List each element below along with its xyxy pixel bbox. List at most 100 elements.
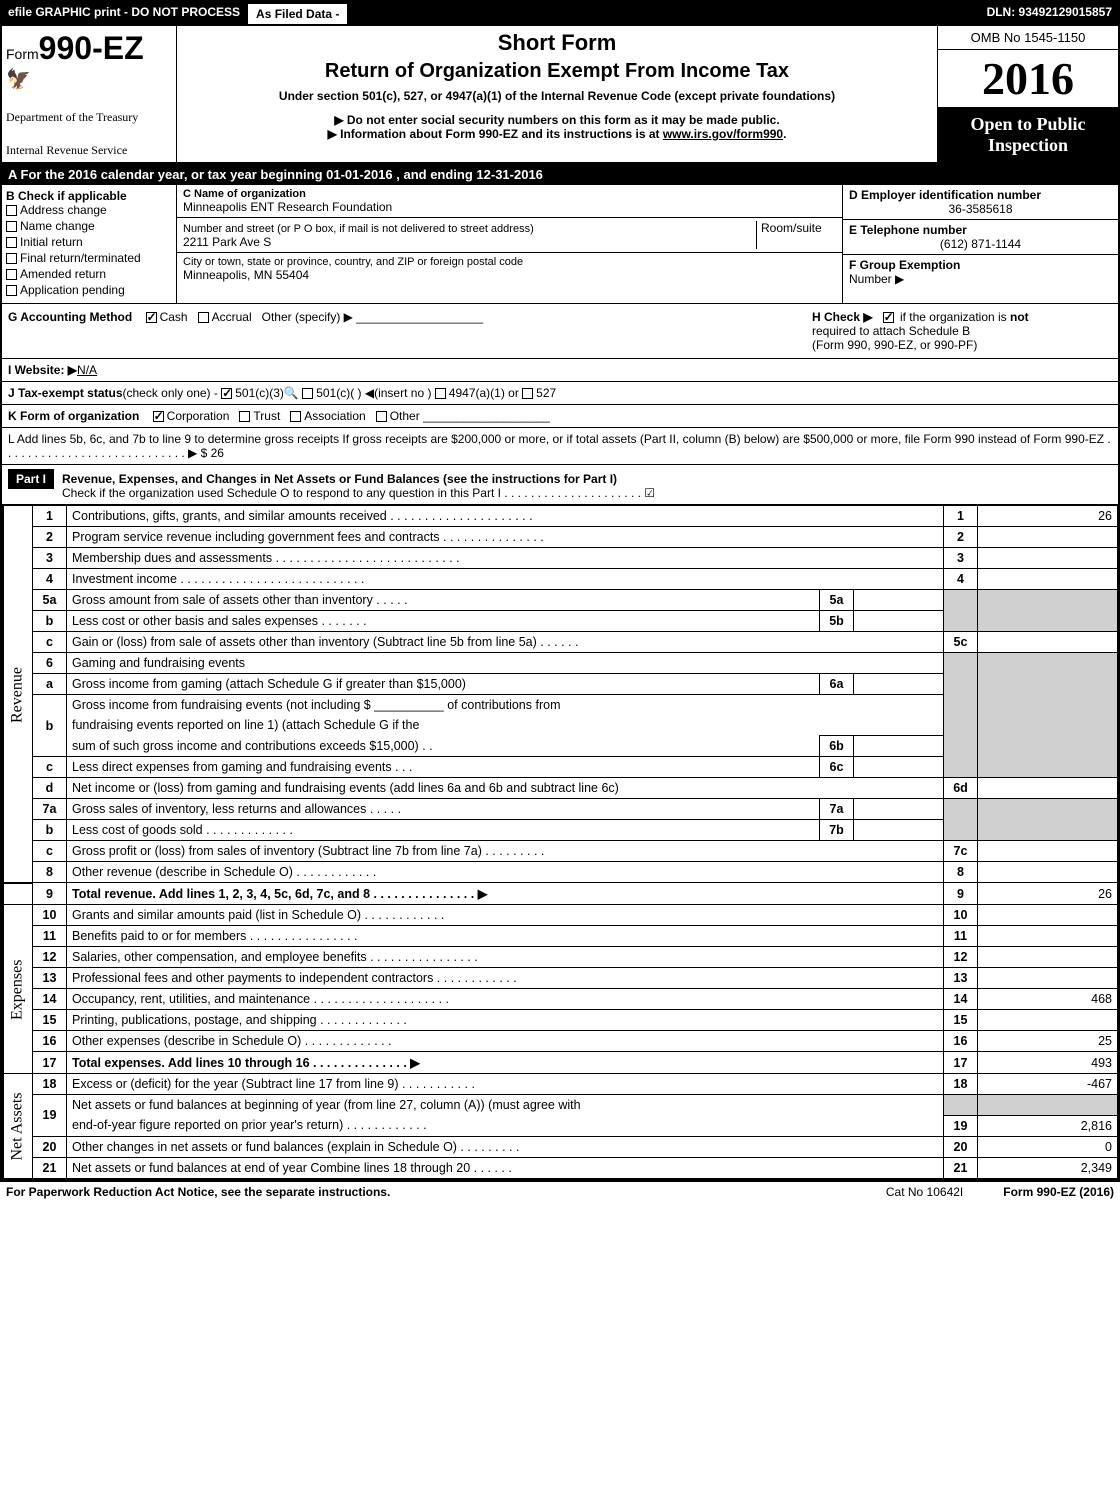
ln5a-val	[854, 590, 944, 611]
cb-association[interactable]	[290, 411, 301, 422]
ln7a-sub: 7a	[820, 799, 854, 820]
cb-address-change[interactable]: Address change	[6, 203, 172, 217]
ln11-desc: Benefits paid to or for members . . . . …	[67, 926, 944, 947]
ln7a-val	[854, 799, 944, 820]
ln1-amt: 26	[978, 506, 1118, 527]
open-public-badge: Open to Public Inspection	[938, 108, 1118, 162]
cb-name-change[interactable]: Name change	[6, 219, 172, 233]
cb-amended-return[interactable]: Amended return	[6, 267, 172, 281]
h-not: not	[1010, 310, 1029, 324]
i-label: I Website: ▶	[8, 363, 77, 377]
ln13-amt	[978, 968, 1118, 989]
ln8-amt	[978, 862, 1118, 883]
ln3-desc: Membership dues and assessments . . . . …	[67, 548, 944, 569]
h-text1: if the organization is	[900, 310, 1010, 324]
ln17-desc: Total expenses. Add lines 10 through 16 …	[67, 1052, 944, 1074]
ln16-amt: 25	[978, 1031, 1118, 1052]
ln2-desc: Program service revenue including govern…	[67, 527, 944, 548]
tel-value: (612) 871-1144	[849, 237, 1112, 251]
cb-4947[interactable]	[435, 388, 446, 399]
ln13-desc: Professional fees and other payments to …	[67, 968, 944, 989]
ln6d-amt	[978, 778, 1118, 799]
cb-corporation[interactable]	[153, 411, 164, 422]
ln7b-val	[854, 820, 944, 841]
ln6b-sub: 6b	[820, 736, 854, 757]
cb-other-org[interactable]	[376, 411, 387, 422]
ln5b-desc: Less cost or other basis and sales expen…	[67, 611, 820, 632]
l-text: L Add lines 5b, 6c, and 7b to line 9 to …	[8, 432, 1111, 460]
cb-527[interactable]	[522, 388, 533, 399]
irs-link[interactable]: www.irs.gov/form990	[663, 127, 783, 141]
c-city-row: City or town, state or province, country…	[177, 253, 842, 285]
ln7c-amt	[978, 841, 1118, 862]
ln10-desc: Grants and similar amounts paid (list in…	[67, 905, 944, 926]
ln14-amt: 468	[978, 989, 1118, 1010]
ln10-amt	[978, 905, 1118, 926]
b-label: B Check if applicable	[6, 189, 172, 203]
ln6a-val	[854, 674, 944, 695]
g-accounting-method: G Accounting Method Cash Accrual Other (…	[8, 310, 812, 352]
ln9-amt: 26	[978, 883, 1118, 905]
ln1-desc: Contributions, gifts, grants, and simila…	[67, 506, 944, 527]
cb-501c3[interactable]	[221, 388, 232, 399]
lines-table: Revenue 1 Contributions, gifts, grants, …	[2, 505, 1118, 1179]
cb-final-return[interactable]: Final return/terminated	[6, 251, 172, 265]
ln6c-desc: Less direct expenses from gaming and fun…	[67, 757, 820, 778]
i-website-row: I Website: ▶N/A	[2, 359, 1118, 382]
k-label: K Form of organization	[8, 409, 139, 423]
j-tax-exempt-row: J Tax-exempt status(check only one) - 50…	[2, 382, 1118, 405]
h-schedule-b: H Check ▶ if the organization is not req…	[812, 310, 1112, 352]
c-address-row: Number and street (or P O box, if mail i…	[177, 218, 842, 253]
ln7b-sub: 7b	[820, 820, 854, 841]
h-text2: required to attach Schedule B	[812, 324, 970, 338]
footer-formno: Form 990-EZ (2016)	[1003, 1185, 1114, 1199]
part1-badge: Part I	[8, 469, 54, 489]
top-section: Form990-EZ 🦅 Department of the Treasury …	[2, 26, 1118, 164]
cb-application-pending[interactable]: Application pending	[6, 283, 172, 297]
form-prefix: Form	[6, 46, 39, 62]
ln14-desc: Occupancy, rent, utilities, and maintena…	[67, 989, 944, 1010]
ln6b-desc1: Gross income from fundraising events (no…	[67, 695, 944, 716]
g-label: G Accounting Method	[8, 310, 132, 324]
j-rest: (check only one) -	[123, 386, 218, 400]
dept-irs: Internal Revenue Service	[6, 143, 172, 158]
org-address: 2211 Park Ave S	[183, 235, 756, 249]
tax-year: 2016	[938, 50, 1118, 108]
open-public-2: Inspection	[944, 135, 1112, 156]
ln6a-desc: Gross income from gaming (attach Schedul…	[67, 674, 820, 695]
part1-header-row: Part I Revenue, Expenses, and Changes in…	[2, 465, 1118, 505]
ln6b-desc2: fundraising events reported on line 1) (…	[67, 715, 944, 736]
efile-header: efile GRAPHIC print - DO NOT PROCESS As …	[2, 2, 1118, 26]
side-revenue: Revenue	[3, 506, 33, 883]
ln15-desc: Printing, publications, postage, and shi…	[67, 1010, 944, 1031]
org-name: Minneapolis ENT Research Foundation	[183, 200, 836, 214]
form-container: efile GRAPHIC print - DO NOT PROCESS As …	[0, 0, 1120, 1181]
right-stack: OMB No 1545-1150 2016 Open to Public Ins…	[938, 26, 1118, 162]
cb-cash[interactable]	[146, 312, 157, 323]
cb-501c[interactable]	[302, 388, 313, 399]
ln20-amt: 0	[978, 1136, 1118, 1157]
website-value: N/A	[77, 363, 97, 377]
org-city: Minneapolis, MN 55404	[183, 268, 836, 282]
cb-initial-return[interactable]: Initial return	[6, 235, 172, 249]
g-other: Other (specify) ▶	[262, 310, 353, 324]
ln15-amt	[978, 1010, 1118, 1031]
footer-left: For Paperwork Reduction Act Notice, see …	[6, 1185, 390, 1199]
j-label: J Tax-exempt status	[8, 386, 123, 400]
cb-h[interactable]	[883, 312, 894, 323]
form-id-cell: Form990-EZ 🦅 Department of the Treasury …	[2, 26, 177, 162]
ln5a-sub: 5a	[820, 590, 854, 611]
ln6c-val	[854, 757, 944, 778]
ein-value: 36-3585618	[849, 202, 1112, 216]
cb-trust[interactable]	[239, 411, 250, 422]
ln4-desc: Investment income . . . . . . . . . . . …	[67, 569, 944, 590]
cb-accrual[interactable]	[198, 312, 209, 323]
dept-treasury: Department of the Treasury	[6, 110, 172, 125]
footer-catno: Cat No 10642I	[886, 1185, 963, 1199]
h-label: H Check ▶	[812, 310, 873, 324]
subtitle: Under section 501(c), 527, or 4947(a)(1)…	[185, 89, 929, 103]
ln1-num: 1	[33, 506, 67, 527]
row-a-calendar-year: A For the 2016 calendar year, or tax yea…	[2, 164, 1118, 185]
ln12-amt	[978, 947, 1118, 968]
ln6d-desc: Net income or (loss) from gaming and fun…	[67, 778, 944, 799]
